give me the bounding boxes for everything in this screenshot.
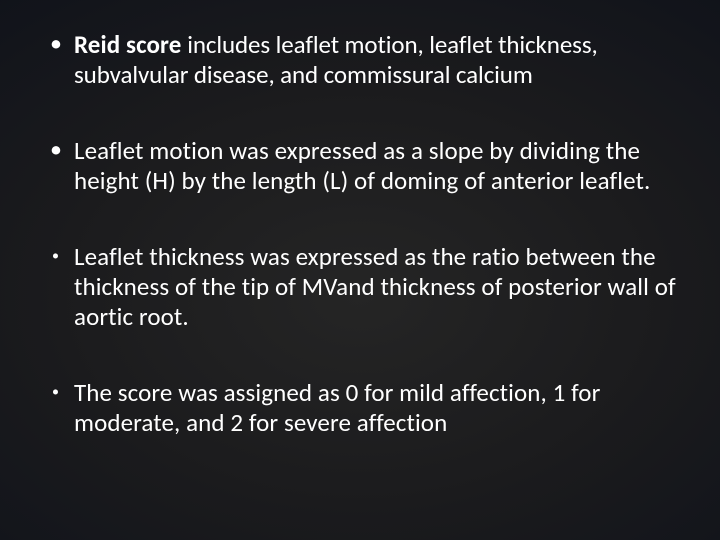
bullet-text: Leaflet thickness was expressed as the r… [74,241,676,332]
bullet-item: Reid score includes leaflet motion, leaf… [48,30,680,90]
slide: Reid score includes leaflet motion, leaf… [0,0,720,540]
bullet-text: Leaflet motion was expressed as a slope … [74,135,650,196]
bullet-item: Leaflet motion was expressed as a slope … [48,136,680,196]
bullet-item: Leaflet thickness was expressed as the r… [48,242,680,332]
bullet-text: The score was assigned as 0 for mild aff… [74,377,600,438]
bullet-item: The score was assigned as 0 for mild aff… [48,378,680,438]
bullet-list: Reid score includes leaflet motion, leaf… [48,30,680,438]
bullet-bold-prefix: Reid score [74,29,187,60]
